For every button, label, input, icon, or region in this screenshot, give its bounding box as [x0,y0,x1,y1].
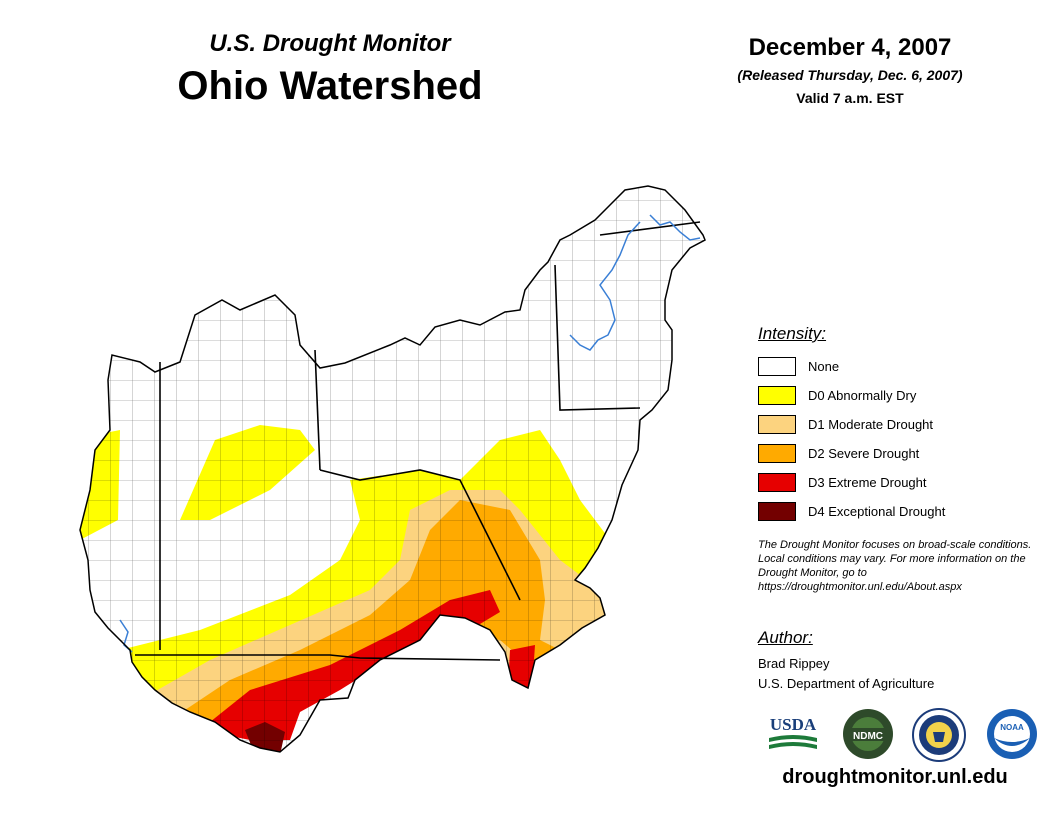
valid-time: Valid 7 a.m. EST [796,90,904,106]
noaa-logo: NOAA [987,709,1037,759]
state-boundaries [135,221,701,661]
legend-swatch-d0 [758,386,796,405]
info-note: The Drought Monitor focuses on broad-sca… [758,539,1032,593]
legend-label: D0 Abnormally Dry [808,388,917,403]
legend-label: None [808,359,840,374]
legend-swatch-d1 [758,415,796,434]
legend-item-d2: D2 Severe Drought [758,439,1048,468]
legend-item-none: None [758,352,1048,381]
ndmc-logo: NDMC [843,709,893,759]
author-heading: Author: [758,628,813,647]
legend-swatch-d4 [758,502,796,521]
map-title: Ohio Watershed [177,64,483,108]
legend-label: D3 Extreme Drought [808,475,927,490]
noaa-logo-text: NOAA [1000,723,1024,732]
author-organization: U.S. Department of Agriculture [758,676,935,691]
legend-swatch-none [758,357,796,376]
basin-outline [79,185,706,753]
legend-label: D4 Exceptional Drought [808,504,946,519]
legend-swatch-d2 [758,444,796,463]
drought-map [79,185,706,753]
legend: Intensity: None D0 Abnormally Dry D1 Mod… [758,324,1048,526]
valid-date: December 4, 2007 [748,34,952,61]
website-url[interactable]: droughtmonitor.unl.edu [782,766,1008,788]
legend-label: D2 Severe Drought [808,446,920,461]
author-name: Brad Rippey [758,656,830,671]
legend-item-d4: D4 Exceptional Drought [758,497,1048,526]
legend-label: D1 Moderate Drought [808,417,934,432]
legend-title: Intensity: [758,324,827,343]
commerce-seal-icon [912,708,966,762]
legend-item-d3: D3 Extreme Drought [758,468,1048,497]
release-date: (Released Thursday, Dec. 6, 2007) [737,67,963,83]
legend-item-d0: D0 Abnormally Dry [758,381,1048,410]
legend-swatch-d3 [758,473,796,492]
map-subtitle: U.S. Drought Monitor [209,30,451,57]
usda-logo-text: USDA [770,715,817,734]
legend-item-d1: D1 Moderate Drought [758,410,1048,439]
ndmc-logo-text: NDMC [853,731,883,742]
usda-logo: USDA [769,715,817,749]
